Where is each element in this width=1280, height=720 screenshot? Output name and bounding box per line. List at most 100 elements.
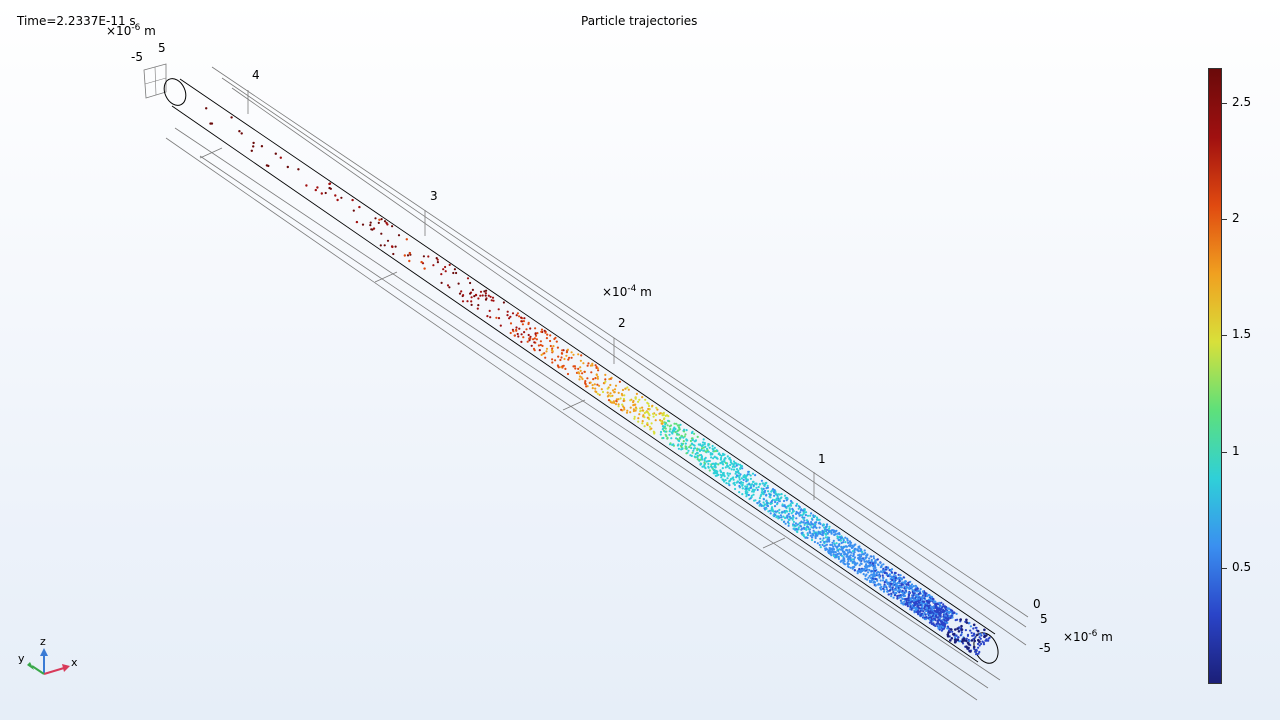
particle [545,350,548,353]
particle [838,543,841,546]
particle [708,459,711,463]
particle [926,595,929,598]
particle [860,553,863,556]
particle [868,574,871,578]
particle [832,545,835,548]
particle [889,580,892,583]
particle [866,553,869,556]
particle [685,452,688,455]
particle [774,510,777,513]
particle [624,387,627,390]
particle [566,348,570,351]
particle [751,483,754,486]
particle [915,585,918,589]
particle [566,372,570,376]
particle [711,444,714,448]
particle [372,227,376,230]
particle [885,573,888,576]
particle [942,624,946,627]
particle [906,603,909,606]
frame-grid-line [144,77,167,85]
particle [976,633,979,637]
particle [652,412,655,415]
particle [406,254,410,257]
particle [952,632,956,636]
particle [968,639,971,643]
particle [536,332,539,335]
particle [702,449,705,452]
particle [545,347,549,350]
particle [633,417,636,420]
particle [923,605,926,609]
particle [830,531,833,534]
particle [629,411,632,414]
particle [944,616,947,619]
particle [676,429,680,432]
particle [525,328,528,331]
particle [570,356,573,359]
particle [928,594,931,597]
frame-tick [562,399,586,411]
particle [751,490,754,493]
particle [943,622,946,625]
particle [719,458,723,461]
particle [900,578,904,581]
particle [643,416,646,419]
particle [610,376,613,379]
particle [594,387,597,390]
particle [887,567,890,570]
particle [779,514,783,517]
particle [910,597,913,600]
particle [252,145,255,148]
particle [907,595,910,598]
particle [316,186,319,189]
unit-label-top-left: ×10-6 m [106,23,156,40]
particle [738,478,741,481]
particle [963,637,966,640]
particle [730,462,733,465]
particle [970,631,973,635]
particle [917,593,920,596]
particle [804,514,808,517]
particle [859,559,862,562]
particle [692,449,695,452]
particle [704,450,707,453]
particle [987,639,990,642]
particle [846,562,849,565]
particle [811,518,814,521]
particle [723,480,726,483]
particle [956,638,960,641]
particle [889,589,892,592]
particle [839,553,842,557]
particle [979,637,982,640]
particle [748,483,751,486]
particle [919,603,922,607]
particle [870,578,874,582]
particle [927,606,931,610]
particle [613,391,616,394]
particle [637,400,640,403]
particle [533,337,537,340]
particle [821,543,824,547]
particle [826,528,829,532]
particle [516,332,519,336]
particle [724,457,727,460]
particle [720,456,723,460]
tube-edge-lower [171,105,979,663]
particle [926,612,929,615]
particle [932,622,935,625]
particle [692,447,696,450]
particle [591,364,594,367]
particle [715,462,718,465]
particle [894,575,897,578]
particle [499,324,502,327]
particle [556,346,560,349]
particle [778,493,781,496]
particle [799,511,802,514]
particle [584,380,587,383]
particle [551,361,554,364]
particle [776,495,779,498]
particle [697,458,700,461]
particle [537,344,541,347]
